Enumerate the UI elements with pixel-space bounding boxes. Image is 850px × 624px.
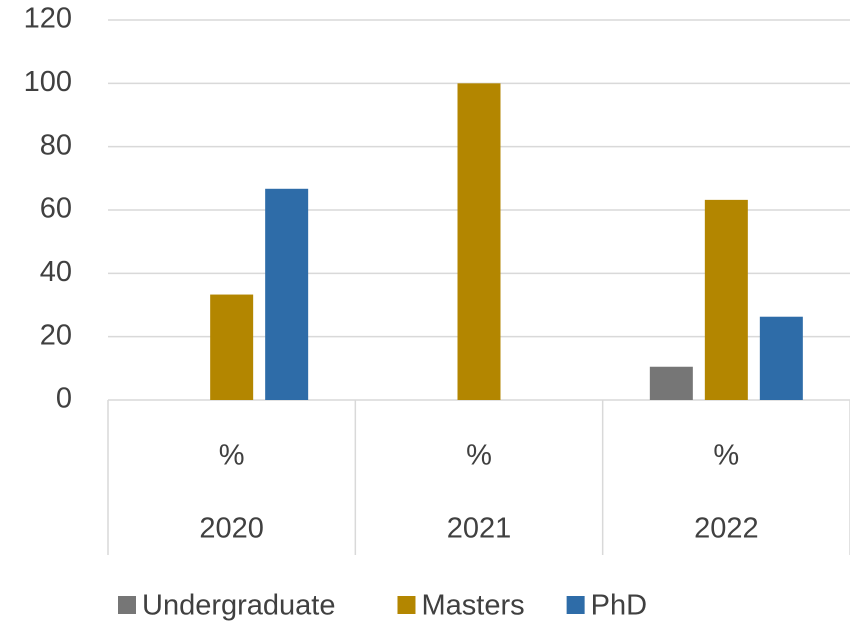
- legend-swatch: [566, 596, 585, 614]
- y-tick-label: 40: [40, 256, 72, 288]
- x-inner-label: %: [219, 440, 245, 472]
- legend-label: PhD: [591, 590, 647, 622]
- bar: [457, 83, 501, 400]
- y-tick-label: 20: [40, 319, 72, 351]
- bar: [210, 294, 254, 400]
- legend-swatch: [118, 596, 136, 614]
- y-tick-label: 100: [24, 66, 72, 98]
- bar: [265, 188, 309, 400]
- y-tick-label: 120: [24, 3, 72, 35]
- legend-swatch: [397, 596, 416, 614]
- x-inner-label: %: [713, 440, 739, 472]
- y-tick-label: 0: [56, 383, 72, 415]
- legend-label: Masters: [421, 590, 524, 622]
- y-tick-label: 80: [40, 129, 72, 161]
- bar: [649, 366, 693, 400]
- x-tick-label: 2021: [447, 513, 512, 545]
- bar: [704, 199, 748, 400]
- legend-label: Undergraduate: [142, 590, 335, 622]
- x-tick-label: 2022: [694, 513, 759, 545]
- bar: [759, 316, 803, 400]
- y-tick-label: 60: [40, 193, 72, 225]
- x-tick-label: 2020: [199, 513, 264, 545]
- x-inner-label: %: [466, 440, 492, 472]
